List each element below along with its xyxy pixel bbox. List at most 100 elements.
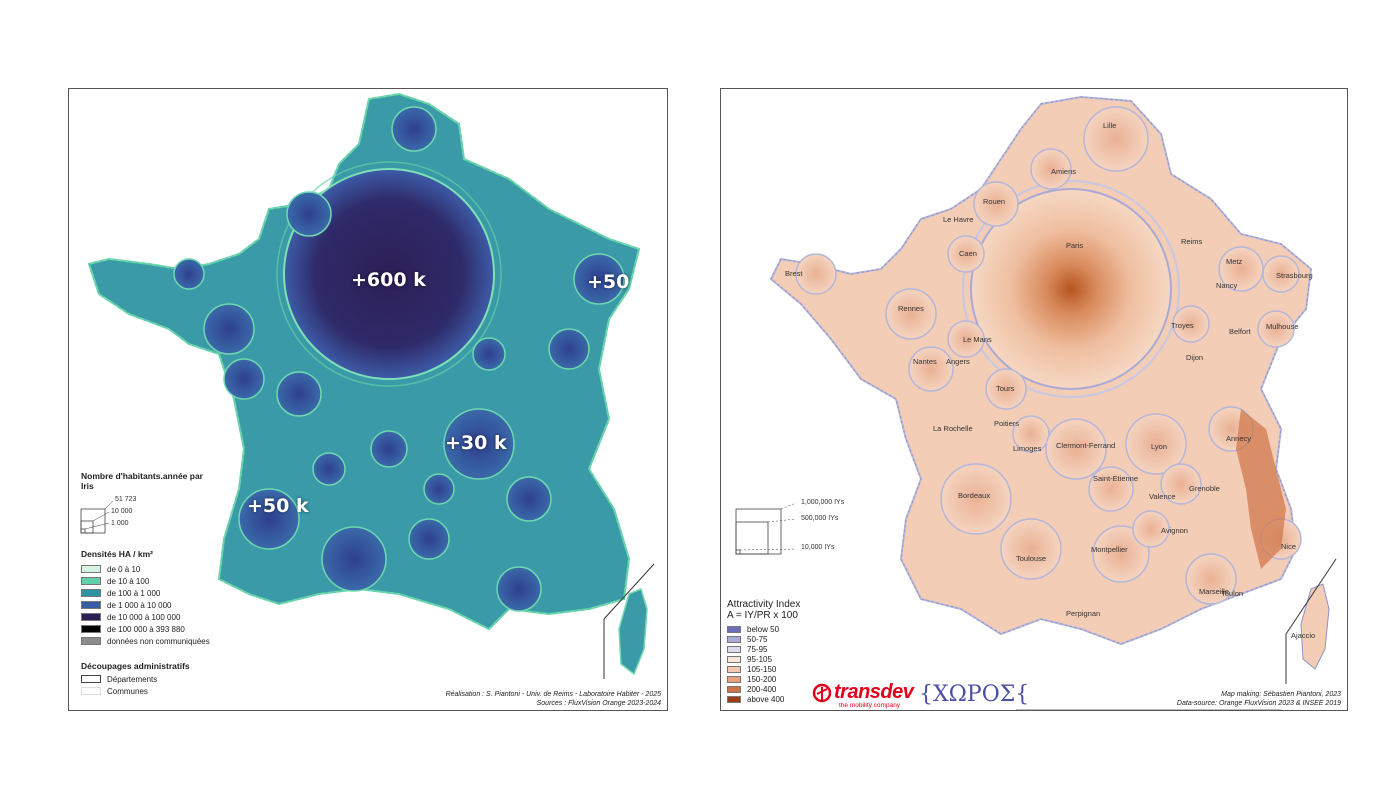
legend-item: 200-400	[727, 684, 847, 694]
legend-item: Départements	[81, 673, 271, 685]
city-label: Toulouse	[1016, 554, 1047, 563]
attractivity-map-panel: Lille Amiens Rouen Le Havre Caen Brest Rennes L…	[720, 88, 1348, 711]
city-label: Lyon	[1151, 442, 1167, 451]
legend-label: de 100 à 1 000	[107, 588, 161, 598]
choros-logo: {ΧΩΡΟΣ{	[919, 682, 1030, 707]
city-label: Amiens	[1051, 167, 1077, 176]
legend-swatch	[81, 565, 101, 573]
legend-swatch	[81, 625, 101, 633]
city-label: Rouen	[983, 197, 1006, 206]
city-label: Belfort	[1229, 327, 1251, 336]
legend-label: 75-95	[747, 644, 768, 654]
city-label: Strasbourg	[1276, 271, 1313, 280]
legend-item: de 10 à 100	[81, 575, 271, 587]
density-legend-title: Densités HA / km²	[81, 549, 153, 559]
legend-item: de 100 000 à 393 880	[81, 623, 271, 635]
legend-item: données non communiquées	[81, 635, 271, 647]
city-label: Poitiers	[994, 419, 1020, 428]
legend-item: 150-200	[727, 674, 847, 684]
size-legend-title: Nombre d'habitants.année par Iris	[81, 471, 203, 491]
legend-label: données non communiquées	[107, 636, 210, 646]
city-label: Montpellier	[1091, 545, 1128, 554]
city-label: Lille	[1103, 121, 1117, 130]
legend-label: 50-75	[747, 634, 768, 644]
corsica-shape	[1300, 583, 1330, 670]
city-label: Nantes	[913, 357, 937, 366]
legend-label: 105-150	[747, 664, 777, 674]
legend-item: 75-95	[727, 644, 847, 654]
transdev-logo: transdev	[834, 681, 914, 703]
city-label: Tours	[996, 384, 1015, 393]
city-label: Dijon	[1186, 353, 1204, 362]
legend-item: 95-105	[727, 654, 847, 664]
legend-label: 150-200	[747, 674, 777, 684]
legend-label: 95-105	[747, 654, 772, 664]
admin-legend-title: Découpages administratifs	[81, 661, 190, 671]
legend-item: de 0 à 10	[81, 563, 271, 575]
paris-circle	[283, 168, 495, 380]
city-label: Caen	[959, 249, 977, 258]
city-label: Limoges	[1013, 444, 1042, 453]
legend-subtitle: A = IY/PR x 100	[727, 610, 798, 621]
legend-label: de 10 à 100	[107, 576, 150, 586]
overlay-label-paris: +600 k	[351, 269, 426, 291]
density-map-graphic	[80, 92, 655, 679]
city-label: Brest	[785, 269, 803, 278]
legend-swatch	[727, 685, 741, 693]
legend-label: above 400	[747, 694, 785, 704]
overlay-label-center: +30 k	[445, 432, 507, 454]
city-label: Le Mans	[963, 335, 992, 344]
city-label: Angers	[946, 357, 970, 366]
legend-item: de 100 à 1 000	[81, 587, 271, 599]
legend-item: de 1 000 à 10 000	[81, 599, 271, 611]
city-label: Clermont-Ferrand	[1056, 441, 1116, 450]
legend-label: de 0 à 10	[107, 564, 141, 574]
city-label: Reims	[1181, 237, 1203, 246]
legend-swatch	[81, 601, 101, 609]
legend-label: 200-400	[747, 684, 777, 694]
city-label: Bordeaux	[958, 491, 991, 500]
city-label: Le Havre	[943, 215, 974, 224]
legend-label: de 1 000 à 10 000	[107, 600, 172, 610]
city-label: Metz	[1226, 257, 1243, 266]
legend-item: below 50	[727, 624, 847, 634]
map-credit: Map making: Sébastien Piantoni, 2023 Dat…	[1176, 691, 1341, 707]
city-label: Valence	[1149, 492, 1176, 501]
legend-item: Communes	[81, 685, 271, 697]
city-label: Avignon	[1161, 526, 1188, 535]
legend-swatch	[81, 613, 101, 621]
city-label: Paris	[1066, 241, 1084, 250]
legend-swatch	[81, 589, 101, 597]
overlay-label-east: +50	[587, 271, 630, 293]
legend-swatch	[727, 655, 741, 663]
attractivity-map-graphic	[735, 95, 1337, 710]
size-legend-value: 10 000	[111, 508, 133, 515]
density-map-panel: +600 k +50 +30 k +50 k Nombre d'habitant…	[68, 88, 668, 711]
legend-swatch	[727, 635, 741, 643]
city-label: Nice	[1281, 542, 1297, 551]
legend-item: 105-150	[727, 664, 847, 674]
legend-swatch	[81, 577, 101, 585]
city-label: Rennes	[898, 304, 924, 313]
legend-title: Attractivity Index	[727, 599, 801, 610]
city-label: Troyes	[1171, 321, 1194, 330]
paris-circle	[970, 188, 1172, 390]
legend-swatch	[727, 625, 741, 633]
legend-label: de 10 000 à 100 000	[107, 612, 181, 622]
size-legend-value: 1 000	[111, 520, 129, 527]
density-legend: Densités HA / km² de 0 à 10 de 10 à 100 de…	[81, 549, 271, 647]
legend-swatch	[727, 665, 741, 673]
size-legend-value: 10,000 IYs	[801, 544, 835, 551]
city-label: Perpignan	[1066, 609, 1101, 618]
size-legend: Nombre d'habitants.année par Iris	[81, 471, 211, 491]
city-label: Annecy	[1226, 434, 1252, 443]
city-label: Grenoble	[1189, 484, 1220, 493]
legend-item: above 400	[727, 694, 847, 704]
city-label: Nancy	[1216, 281, 1238, 290]
city-label: Mulhouse	[1266, 322, 1299, 331]
admin-legend: Découpages administratifs Départements C…	[81, 661, 271, 697]
city-label: Ajaccio	[1291, 631, 1316, 640]
transdev-tagline: the mobility company	[839, 702, 901, 709]
legend-swatch	[727, 645, 741, 653]
attractivity-legend: Attractivity Index A = IY/PR x 100 below…	[727, 599, 847, 704]
